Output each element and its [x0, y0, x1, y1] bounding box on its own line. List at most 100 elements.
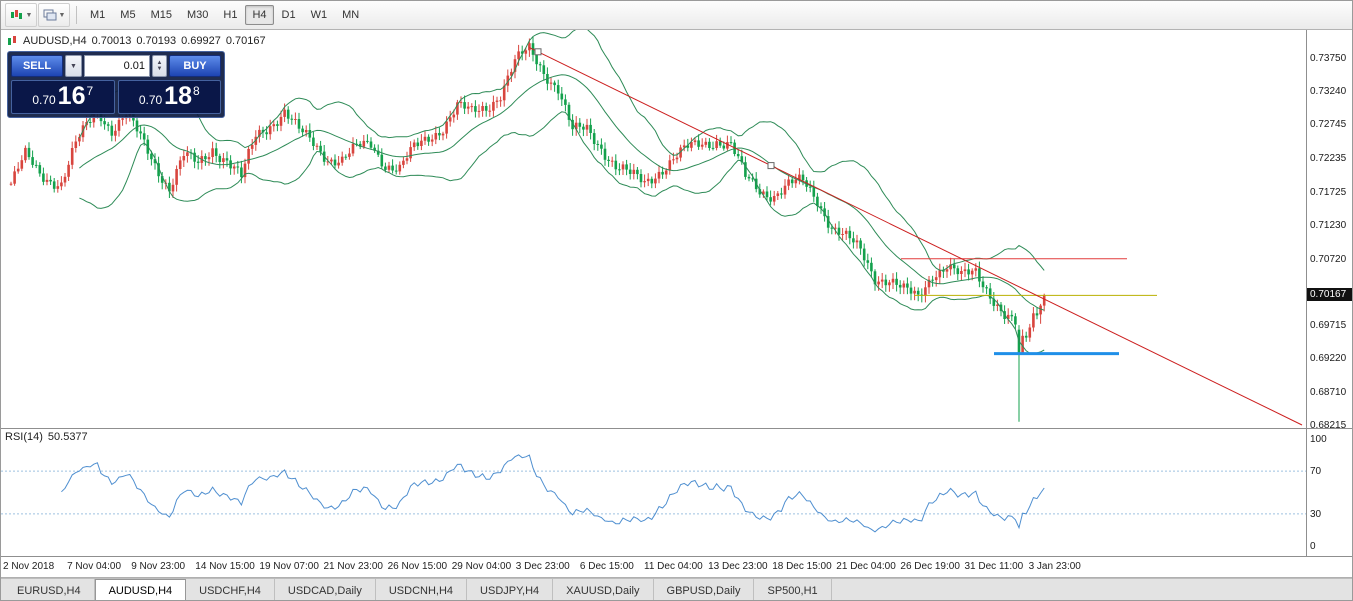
price-axis-label: 0.73240	[1310, 86, 1347, 98]
buy-button[interactable]: BUY	[169, 55, 221, 77]
chevron-up-icon: ▲	[156, 60, 163, 66]
chart-tab-usdchf-h4[interactable]: USDCHF,H4	[186, 579, 275, 600]
rsi-axis-label: 30	[1310, 508, 1322, 520]
price-axis-label: 0.68710	[1310, 387, 1347, 399]
time-axis-label: 21 Nov 23:00	[323, 561, 384, 572]
bid-pipette: 7	[86, 84, 94, 98]
price-axis-label: 0.71230	[1310, 219, 1347, 231]
chevron-down-icon: ▼	[58, 11, 66, 19]
time-axis[interactable]: 2 Nov 2018 7 Nov 04:00 9 Nov 23:00 14 Nov 1…	[1, 557, 1352, 578]
lot-dropdown-button[interactable]: ▼	[65, 55, 82, 77]
rsi-axis-label: 0	[1310, 541, 1316, 552]
time-axis-label: 2 Nov 2018	[3, 561, 55, 572]
chart-tab-xauusd-daily[interactable]: XAUUSD,Daily	[553, 579, 654, 600]
timeframe-button-m5[interactable]: M5	[113, 5, 142, 25]
time-axis-label: 19 Nov 07:00	[259, 561, 319, 572]
timeframe-button-m1[interactable]: M1	[83, 5, 112, 25]
time-axis-label: 3 Dec 23:00	[515, 561, 570, 572]
lot-stepper[interactable]: ▲ ▼	[152, 55, 167, 77]
chart-window-button[interactable]: ▼	[5, 3, 37, 27]
chart-tab-audusd-h4[interactable]: AUDUSD,H4	[94, 579, 187, 600]
rsi-line	[61, 454, 1045, 533]
chart-tab-usdjpy-h4[interactable]: USDJPY,H4	[467, 579, 554, 600]
rsi-indicator-label: RSI(14) 50.5377	[5, 431, 88, 443]
price-axis-label: 0.73750	[1310, 52, 1347, 64]
ask-price: 0.70 18 8	[117, 80, 221, 114]
sell-button[interactable]: SELL	[11, 55, 63, 77]
timeframe-button-h1[interactable]: H1	[216, 5, 244, 25]
time-axis-label: 6 Dec 15:00	[579, 561, 634, 572]
templates-button[interactable]: ▼	[38, 3, 70, 27]
price-axis-label: 0.72745	[1310, 119, 1347, 131]
ohlc-open: 0.70013	[91, 35, 132, 47]
price-axis-label: 0.71725	[1310, 186, 1347, 198]
chart-ohlc-status: AUDUSD,H4 0.70013 0.70193 0.69927 0.7016…	[7, 35, 266, 47]
bid-price: 0.70 16 7	[11, 80, 115, 114]
rsi-value: 50.5377	[47, 431, 88, 443]
chart-icon	[8, 36, 16, 45]
time-axis-label: 26 Dec 19:00	[900, 561, 960, 572]
time-axis-label: 18 Dec 15:00	[772, 561, 832, 572]
chart-tab-usdcnh-h4[interactable]: USDCNH,H4	[376, 579, 468, 600]
rsi-chart-canvas[interactable]	[1, 429, 1307, 556]
bollinger-middle-band[interactable]	[79, 74, 1045, 311]
bollinger-lower-band[interactable]	[79, 111, 1045, 354]
timeframe-button-h4[interactable]: H4	[245, 5, 274, 25]
rsi-name: RSI(14)	[5, 431, 43, 443]
toolbar: ▼ ▼ M1 M5 M15 M30 H1 H4 D1 W1 MN	[1, 1, 1352, 30]
time-axis-label: 11 Dec 04:00	[644, 561, 703, 572]
chart-tab-sp500-h1[interactable]: SP500,H1	[754, 579, 832, 600]
ohlc-close: 0.70167	[225, 35, 266, 47]
ask-prefix: 0.70	[138, 93, 163, 107]
time-axis-label: 9 Nov 23:00	[131, 561, 186, 572]
time-axis-label: 31 Dec 11:00	[964, 561, 1024, 572]
timeframe-button-m30[interactable]: M30	[180, 5, 215, 25]
time-axis-label: 3 Jan 23:00	[1028, 561, 1081, 572]
trendline-anchor[interactable]	[767, 162, 775, 170]
timeframe-button-w1[interactable]: W1	[304, 5, 335, 25]
ohlc-low: 0.69927	[181, 35, 221, 47]
time-axis-label: 29 Nov 04:00	[451, 561, 512, 572]
rsi-axis[interactable]: 100 70 30 0	[1306, 429, 1352, 556]
rsi-indicator-panel[interactable]: RSI(14) 50.5377 100 70 30 0	[1, 429, 1352, 557]
time-axis-label: 21 Dec 04:00	[836, 561, 896, 572]
time-axis-label: 26 Nov 15:00	[387, 561, 448, 572]
chevron-down-icon: ▼	[25, 11, 33, 19]
rsi-axis-label: 100	[1310, 434, 1327, 445]
price-axis-label: 0.69715	[1310, 320, 1347, 332]
bid-big-digits: 16	[57, 82, 86, 110]
chart-tab-bar: EURUSD,H4 AUDUSD,H4 USDCHF,H4 USDCAD,Daily U…	[1, 578, 1352, 600]
layers-icon	[43, 9, 57, 21]
lot-size-input[interactable]: 0.01	[84, 55, 150, 77]
timeframe-button-d1[interactable]: D1	[275, 5, 303, 25]
ask-big-digits: 18	[164, 82, 192, 110]
time-axis-label: 14 Nov 15:00	[195, 561, 255, 572]
trendline-anchor[interactable]	[534, 48, 542, 56]
chevron-down-icon: ▼	[156, 66, 163, 72]
descending-trendline[interactable]	[529, 47, 1303, 426]
bid-prefix: 0.70	[32, 93, 56, 107]
price-axis[interactable]: 0.70167 0.73750 0.73240 0.72745 0.72235 0.71…	[1306, 29, 1352, 431]
ask-pipette: 8	[192, 84, 200, 98]
price-chart-canvas[interactable]	[1, 29, 1307, 428]
timeframe-button-group: M1 M5 M15 M30 H1 H4 D1 W1 MN	[83, 5, 366, 25]
chart-tab-usdcad-daily[interactable]: USDCAD,Daily	[275, 579, 376, 600]
chart-tab-eurusd-h4[interactable]: EURUSD,H4	[4, 579, 95, 600]
bollinger-upper-band[interactable]	[78, 29, 1045, 271]
price-axis-label: 0.70720	[1310, 253, 1347, 265]
timeframe-button-mn[interactable]: MN	[335, 5, 366, 25]
timeframe-button-m15[interactable]: M15	[144, 5, 179, 25]
chart-symbol-timeframe: AUDUSD,H4	[23, 35, 87, 47]
price-axis-label: 0.72235	[1310, 153, 1347, 165]
current-price-badge: 0.70167	[1307, 288, 1352, 302]
price-axis-label: 0.68215	[1310, 420, 1347, 431]
candlestick-chart-icon	[10, 10, 22, 19]
ohlc-high: 0.70193	[136, 35, 177, 47]
time-axis-label: 13 Dec 23:00	[708, 561, 768, 572]
one-click-trading-panel: SELL ▼ 0.01 ▲ ▼ BUY 0.70 16 7 0.70 18 8	[7, 51, 225, 118]
chart-area[interactable]: AUDUSD,H4 0.70013 0.70193 0.69927 0.7016…	[1, 29, 1352, 431]
rsi-axis-label: 70	[1310, 466, 1322, 478]
toolbar-separator	[76, 6, 77, 24]
chart-tab-gbpusd-daily[interactable]: GBPUSD,Daily	[654, 579, 755, 600]
